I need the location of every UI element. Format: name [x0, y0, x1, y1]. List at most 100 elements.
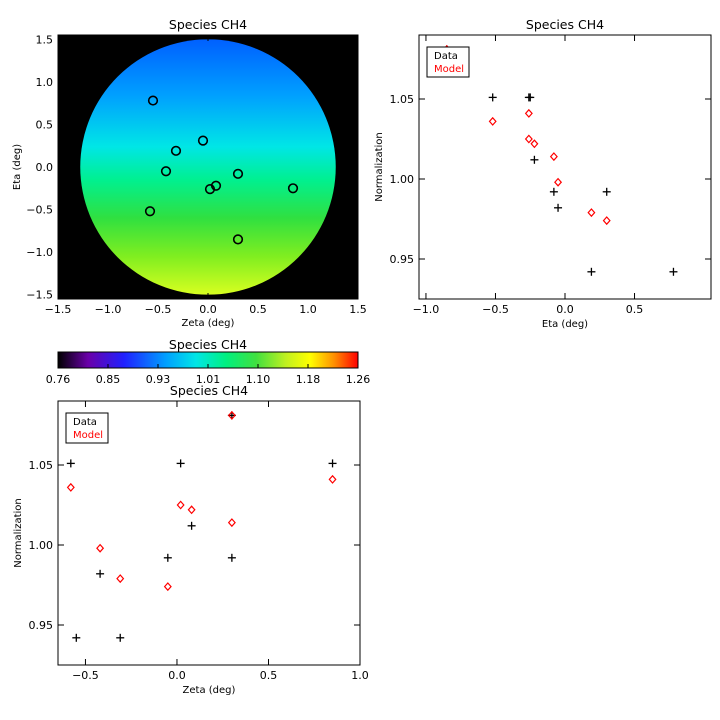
map-marker-circle: [232, 234, 244, 245]
zeta-x-tick-label: 0.5: [260, 669, 278, 682]
map-panel: Species CH4 −1.5 −1.0 −0.5 0.0 0.5 1.0 1.5 −1.…: [12, 17, 367, 329]
zeta-legend-box: [65, 412, 109, 444]
zeta-x-ticks: −0.5 0.0 0.5 1.0: [72, 401, 369, 682]
eta-y-axis-label: Normalization: [374, 132, 385, 202]
map-x-tick-label: 1.0: [299, 303, 317, 316]
eta-model-point: [524, 134, 533, 144]
map-x-tick-label: 0.0: [199, 303, 217, 316]
map-x-tick-label: −0.5: [145, 303, 172, 316]
colorbar-tick-label: 0.85: [96, 373, 121, 386]
eta-model-point: [587, 208, 596, 218]
map-x-tick-label: 0.5: [249, 303, 267, 316]
colorbar-tick-label: 0.93: [146, 373, 171, 386]
zeta-data-point: [66, 459, 75, 468]
colorbar-panel: Species CH4 0.76 0.85 0.93 1.01 1.10 1.18 1.26: [46, 337, 371, 386]
zeta-model-point: [96, 543, 105, 553]
map-marker-circle: [147, 95, 159, 106]
colorbar-tick-label: 1.01: [196, 373, 221, 386]
zeta-title: Species CH4: [170, 383, 248, 398]
map-marker-circle: [197, 135, 209, 146]
eta-legend-box: [426, 46, 470, 78]
eta-data-point: [488, 93, 497, 102]
zeta-model-point: [163, 582, 172, 592]
zeta-data-point: [227, 553, 236, 562]
zeta-x-tick-label: −0.5: [72, 669, 99, 682]
eta-data-point: [602, 187, 611, 196]
zeta-x-axis-label: Zeta (deg): [183, 685, 236, 696]
zeta-frame: [57, 400, 361, 666]
eta-data-point: [554, 203, 563, 212]
map-y-tick-label: 0.0: [36, 161, 54, 174]
zeta-y-tick-label: 1.00: [29, 539, 54, 552]
eta-legend: Data Model: [426, 46, 470, 78]
eta-model-point: [530, 139, 539, 149]
eta-model-point: [524, 108, 533, 118]
map-x-tick-label: −1.0: [95, 303, 122, 316]
eta-x-tick-label: 0.5: [626, 303, 644, 316]
eta-y-ticks: 0.95 1.00 1.05: [390, 93, 711, 266]
map-x-tick-label: 1.5: [349, 303, 367, 316]
eta-data-point: [669, 267, 678, 276]
zeta-legend-data: Data: [73, 417, 97, 428]
eta-x-axis-label: Eta (deg): [542, 319, 588, 330]
map-y-ticks: −1.5 −1.0 −0.5 0.0 0.5 1.0 1.5: [26, 33, 358, 302]
map-markers: [144, 95, 299, 245]
zeta-legend: Data Model: [65, 412, 109, 444]
zeta-data-point: [187, 521, 196, 530]
map-x-ticks: −1.5 −1.0 −0.5 0.0 0.5 1.0 1.5: [45, 35, 367, 316]
eta-data-point: [587, 267, 596, 276]
eta-points: [442, 44, 678, 276]
zeta-model-point: [187, 505, 196, 515]
zeta-data-point: [163, 553, 172, 562]
colorbar-tick-label: 0.76: [46, 373, 71, 386]
zeta-x-tick-label: 0.0: [168, 669, 186, 682]
zeta-data-point: [328, 459, 337, 468]
zeta-panel: Species CH4 −0.5 0.0 0.5 1.0 0.95 1.00 1.05 D…: [13, 383, 369, 696]
map-title: Species CH4: [169, 17, 247, 32]
map-marker-circle: [232, 168, 244, 179]
map-x-axis-label: Zeta (deg): [182, 318, 235, 329]
eta-y-tick-label: 0.95: [390, 253, 415, 266]
zeta-model-point: [176, 500, 185, 510]
map-y-tick-label: 1.0: [36, 76, 54, 89]
eta-y-tick-label: 1.05: [390, 93, 415, 106]
zeta-model-point: [66, 482, 75, 492]
map-marker-circle: [160, 166, 172, 177]
map-y-tick-label: −1.5: [26, 289, 53, 302]
zeta-model-point: [116, 574, 125, 584]
map-x-tick-label: −1.5: [45, 303, 72, 316]
zeta-y-ticks: 0.95 1.00 1.05: [29, 459, 360, 632]
eta-x-tick-label: −1.0: [413, 303, 440, 316]
zeta-data-point: [96, 569, 105, 578]
colorbar-tick-label: 1.18: [296, 373, 321, 386]
eta-data-point: [526, 93, 535, 102]
zeta-y-tick-label: 0.95: [29, 619, 54, 632]
eta-x-ticks: −1.0 −0.5 0.0 0.5: [413, 35, 644, 316]
map-y-tick-label: −0.5: [26, 204, 53, 217]
eta-model-point: [549, 152, 558, 162]
map-marker-circle: [170, 145, 182, 156]
eta-y-tick-label: 1.00: [390, 173, 415, 186]
colorbar-ticks: 0.76 0.85 0.93 1.01 1.10 1.18 1.26: [46, 364, 370, 386]
zeta-data-point: [72, 633, 81, 642]
eta-legend-model: Model: [434, 64, 464, 75]
map-field-gradient: [80, 39, 336, 295]
zeta-data-point: [116, 633, 125, 642]
eta-x-tick-label: 0.0: [556, 303, 574, 316]
eta-title: Species CH4: [526, 17, 604, 32]
eta-panel: Species CH4 −1.0 −0.5 0.0 0.5 0.951.001.05 …: [374, 17, 712, 330]
zeta-legend-model: Model: [73, 430, 103, 441]
map-y-tick-label: −1.0: [26, 246, 53, 259]
zeta-model-point: [227, 518, 236, 528]
map-y-tick-label: 0.5: [36, 118, 54, 131]
map-marker-circle: [287, 183, 299, 194]
zeta-x-tick-label: 1.0: [351, 669, 369, 682]
eta-x-tick-label: −0.5: [482, 303, 509, 316]
zeta-data-point: [176, 459, 185, 468]
colorbar-title: Species CH4: [169, 337, 247, 352]
eta-legend-data: Data: [434, 51, 458, 62]
colorbar-tick-label: 1.10: [246, 373, 271, 386]
eta-model-point: [488, 116, 497, 126]
eta-data-point: [530, 155, 539, 164]
zeta-model-point: [328, 474, 337, 484]
